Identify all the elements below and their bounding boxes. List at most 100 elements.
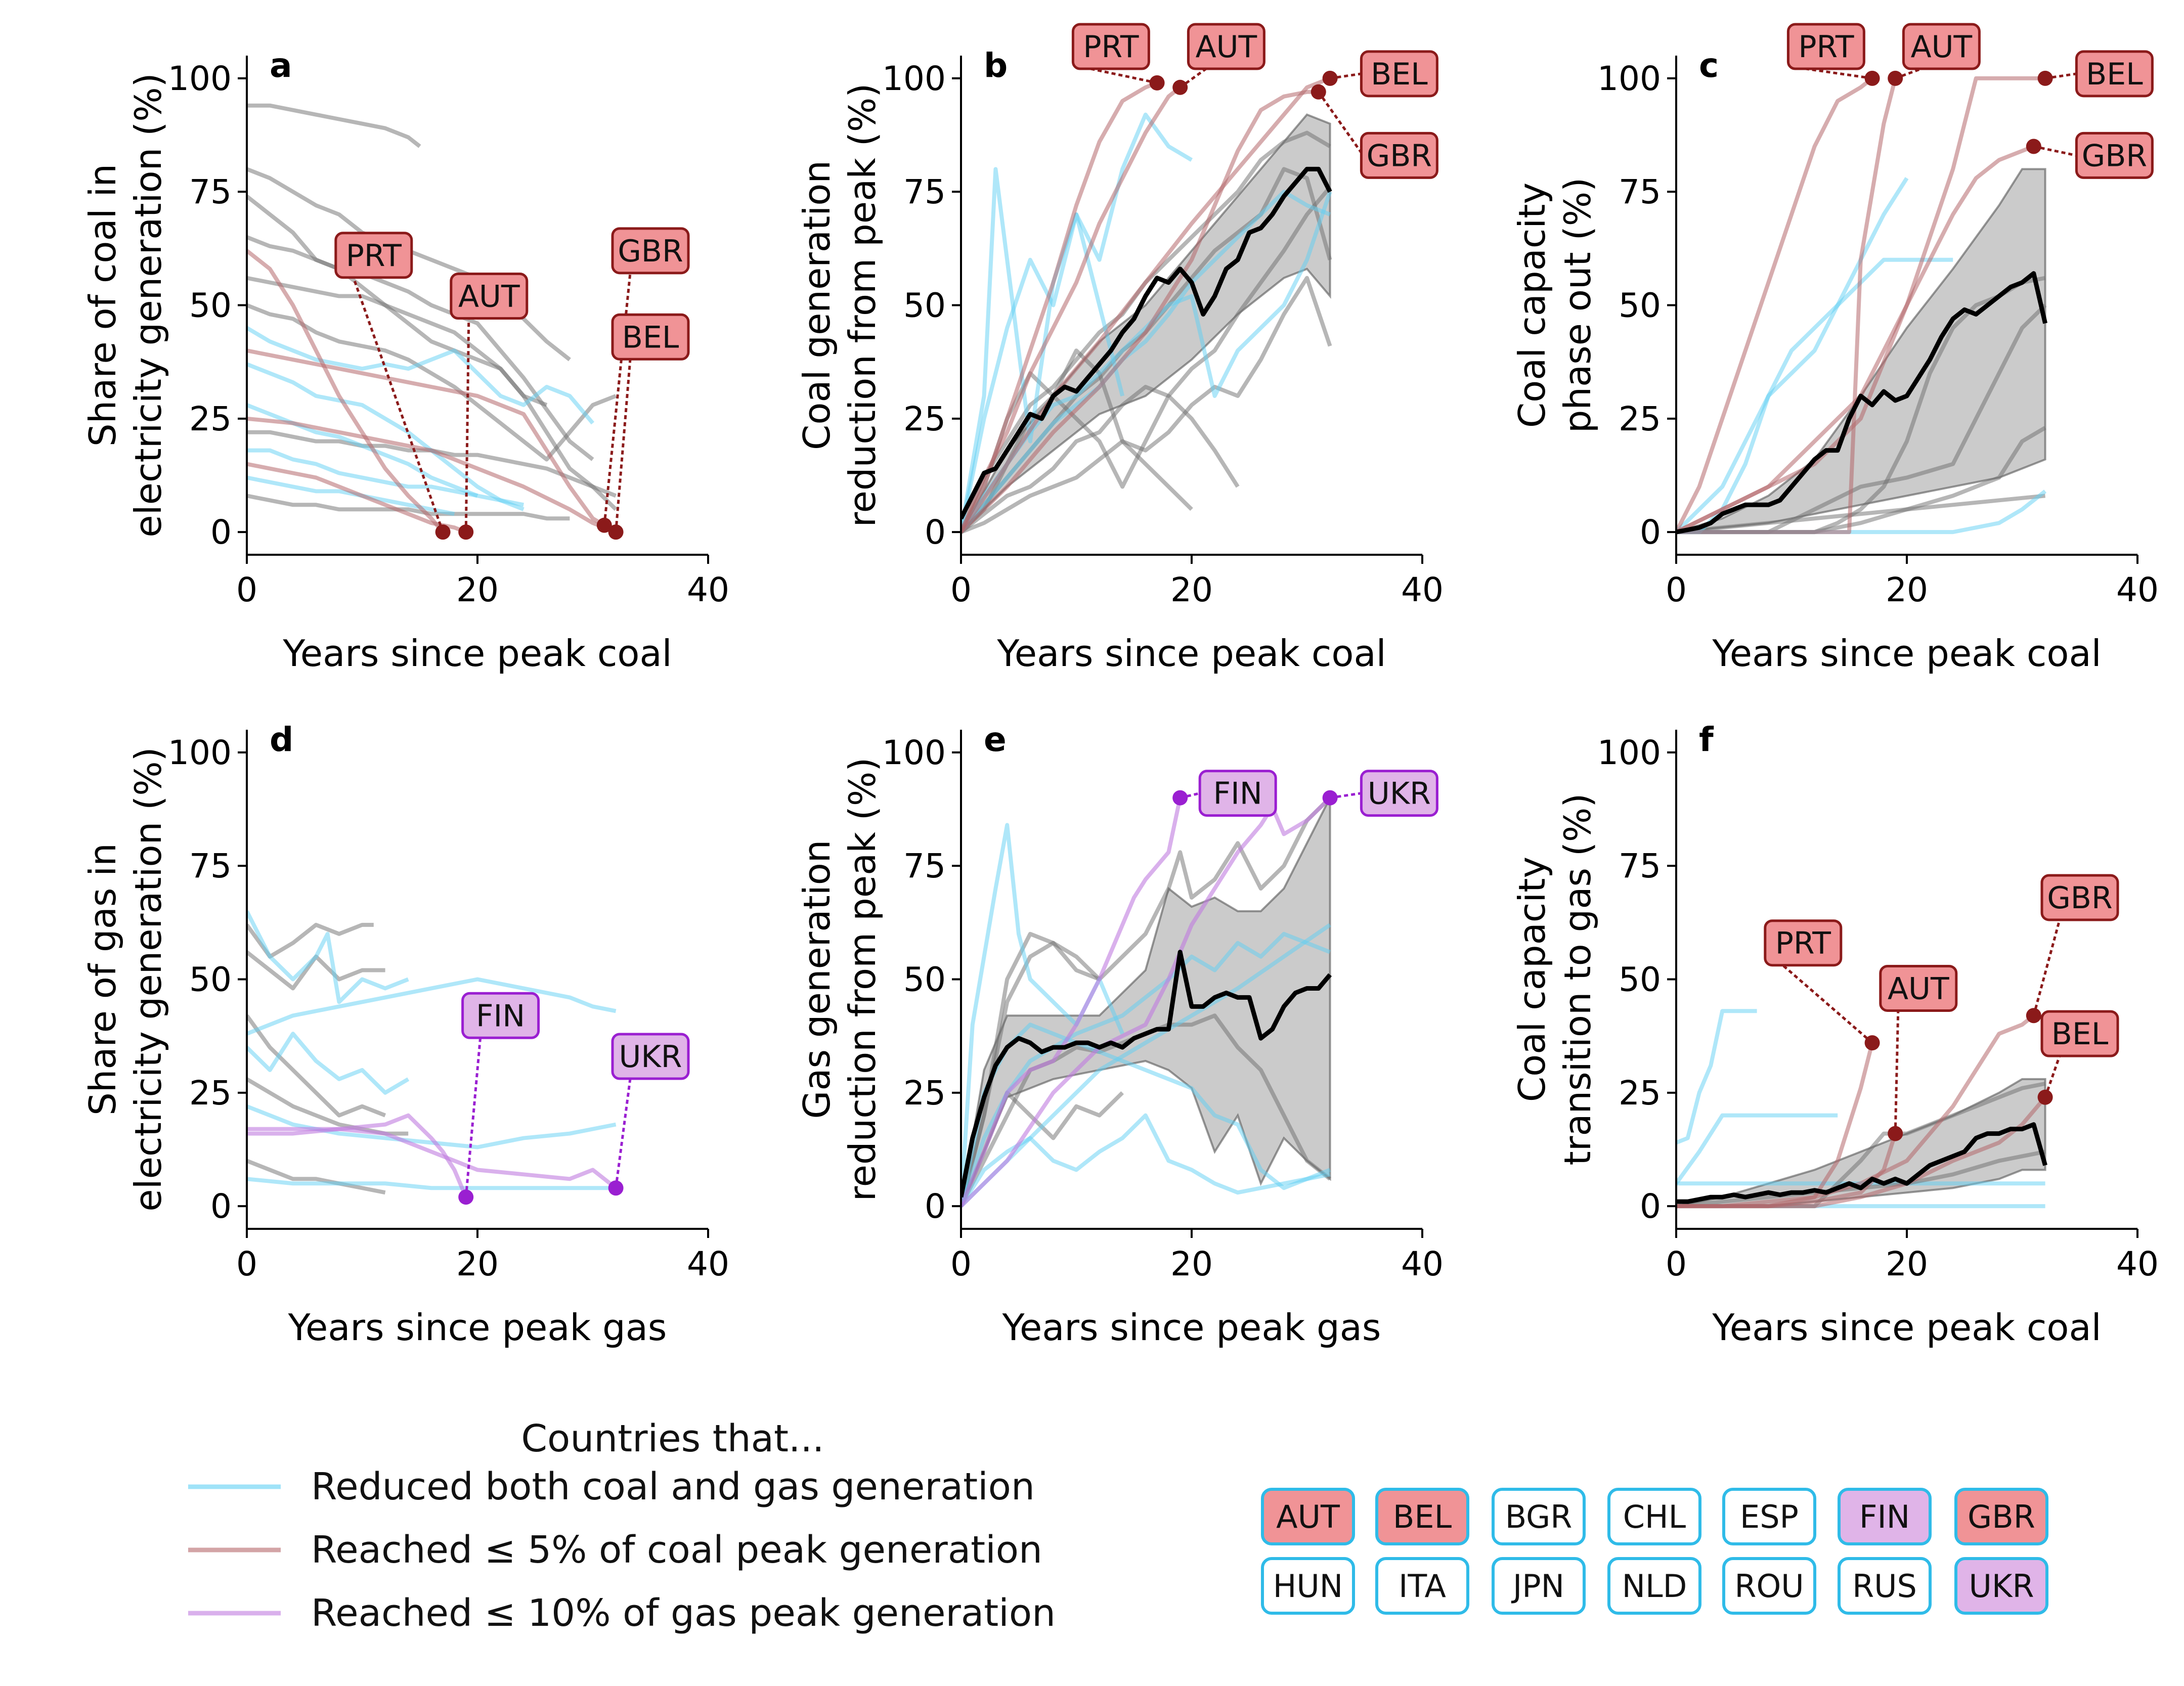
- gbr-label: GBR: [2082, 138, 2147, 173]
- bel-label-box: [2040, 1010, 2119, 1057]
- panel-d: 0 25 50 75 100 0 20 40 Years since peak gas Share…: [81, 720, 729, 1349]
- label-connector: [352, 277, 444, 533]
- gbr-marker: [596, 517, 612, 533]
- panel-letter: b: [984, 46, 1008, 85]
- prt-label: PRT: [346, 238, 402, 274]
- country-box-rou: [1722, 1557, 1816, 1615]
- series-line-blue: [1676, 1113, 1838, 1185]
- x-tick-label: 40: [2116, 1245, 2159, 1283]
- series-line-gray: [247, 494, 570, 521]
- label-connector: [1179, 68, 1207, 88]
- series-line-blue: [247, 362, 525, 511]
- aut-label: AUT: [1196, 29, 1257, 65]
- series-line-blue: [247, 403, 478, 498]
- bel-label: BEL: [1371, 57, 1428, 92]
- y-tick-label: 25: [1619, 400, 1661, 438]
- median-line: [961, 166, 1332, 520]
- prt-label-box: [1786, 23, 1865, 70]
- y-tick-label: 100: [1597, 59, 1661, 98]
- series-line-red: [1676, 76, 1874, 533]
- x-tick-label: 20: [1170, 570, 1213, 609]
- y-axis-label: Coal capacity: [1511, 857, 1553, 1102]
- y-tick-label: 75: [189, 172, 232, 211]
- label-connector: [615, 1078, 632, 1188]
- series-line-purple: [247, 1127, 618, 1190]
- label-connector: [2032, 919, 2061, 1016]
- gbr-marker: [2026, 1008, 2041, 1024]
- fin-label: FIN: [476, 998, 525, 1034]
- series-line-blue: [247, 448, 524, 507]
- gbr-marker: [2026, 139, 2041, 154]
- y-tick-label: 75: [1619, 172, 1661, 211]
- ukr-label: UKR: [619, 1039, 682, 1075]
- label-connector: [1090, 67, 1158, 84]
- country-box-esp: [1722, 1488, 1816, 1545]
- y-tick-label: 25: [189, 400, 232, 438]
- aut-label-box: [1187, 23, 1265, 70]
- series-line-blue: [961, 923, 1331, 1208]
- x-tick-label: 20: [1886, 1245, 1928, 1283]
- gbr-label-box: [2075, 131, 2154, 179]
- country-box-label: JPN: [1511, 1568, 1564, 1605]
- bel-marker: [1322, 70, 1338, 86]
- gbr-label: GBR: [2047, 880, 2112, 916]
- x-tick-label: 20: [456, 570, 499, 609]
- gbr-label: GBR: [1367, 138, 1432, 173]
- series-line-blue: [1676, 177, 1909, 535]
- prt-marker: [1864, 1035, 1880, 1051]
- panel-e: 0 25 50 75 100 0 20 40 Years since peak gas Gas g…: [796, 720, 1444, 1349]
- plot-area: [1676, 76, 2047, 535]
- y-tick-label: 75: [189, 847, 232, 885]
- y-axis-label: Gas generation: [796, 840, 838, 1119]
- label-connector: [615, 359, 632, 533]
- x-tick-label: 40: [687, 570, 729, 609]
- country-box-label: CHL: [1623, 1498, 1686, 1535]
- fin-marker: [1172, 790, 1188, 806]
- country-box-nld: [1607, 1557, 1701, 1615]
- country-box-label: ROU: [1734, 1568, 1804, 1605]
- series-line-gray: [961, 931, 1101, 1207]
- panel-c: 0 25 50 75 100 0 20 40 Years since peak coal Coal…: [1511, 23, 2159, 675]
- panel-letter: c: [1699, 46, 1719, 85]
- country-box-label: BEL: [1393, 1498, 1452, 1535]
- label-connector: [464, 318, 470, 533]
- x-tick-label: 0: [236, 1245, 257, 1283]
- y-axis-label: reduction from peak (%): [841, 758, 884, 1202]
- x-tick-label: 0: [236, 570, 257, 609]
- y-tick-label: 100: [882, 59, 946, 98]
- series-line-gray: [961, 276, 1332, 534]
- country-box-label: RUS: [1852, 1568, 1917, 1605]
- x-axis-label: Years since peak gas: [288, 1306, 667, 1349]
- legend-label: Reached ≤ 10% of gas peak generation: [311, 1591, 1056, 1635]
- plot-area: [247, 103, 618, 534]
- x-tick-label: 0: [950, 570, 972, 609]
- gbr-label: GBR: [618, 234, 683, 269]
- series-line-gray: [247, 1159, 386, 1195]
- panel-letter: e: [984, 720, 1007, 759]
- label-connector: [1894, 1010, 1900, 1134]
- y-tick-label: 0: [1640, 513, 1661, 552]
- y-tick-label: 50: [903, 286, 946, 325]
- y-tick-label: 0: [925, 1187, 946, 1226]
- country-box-hun: [1261, 1557, 1355, 1615]
- x-axis-label: Years since peak coal: [1712, 1306, 2101, 1349]
- median-line: [1676, 1122, 2047, 1204]
- prt-label-box: [1071, 23, 1150, 70]
- country-box-gbr: [1954, 1488, 2048, 1545]
- aut-marker: [458, 524, 474, 540]
- bel-marker: [2037, 70, 2053, 86]
- median-line: [961, 950, 1332, 1198]
- x-tick-label: 20: [456, 1245, 499, 1283]
- country-box-label: BGR: [1505, 1498, 1573, 1535]
- country-boxes: AUT BEL BGR CHL ESP FIN GBR HUN ITA JPN NLD ROU RUS U…: [1261, 1488, 2048, 1615]
- y-tick-label: 25: [903, 400, 946, 438]
- y-axis-label: electricity generation (%): [127, 73, 169, 537]
- y-axis-label: electricity generation (%): [127, 747, 169, 1211]
- x-tick-label: 40: [687, 1245, 729, 1283]
- series-line-gray: [961, 186, 1332, 534]
- series-line-red: [961, 85, 1182, 533]
- series-line-red: [247, 416, 617, 534]
- prt-marker: [1149, 75, 1165, 91]
- x-tick-label: 0: [1666, 1245, 1687, 1283]
